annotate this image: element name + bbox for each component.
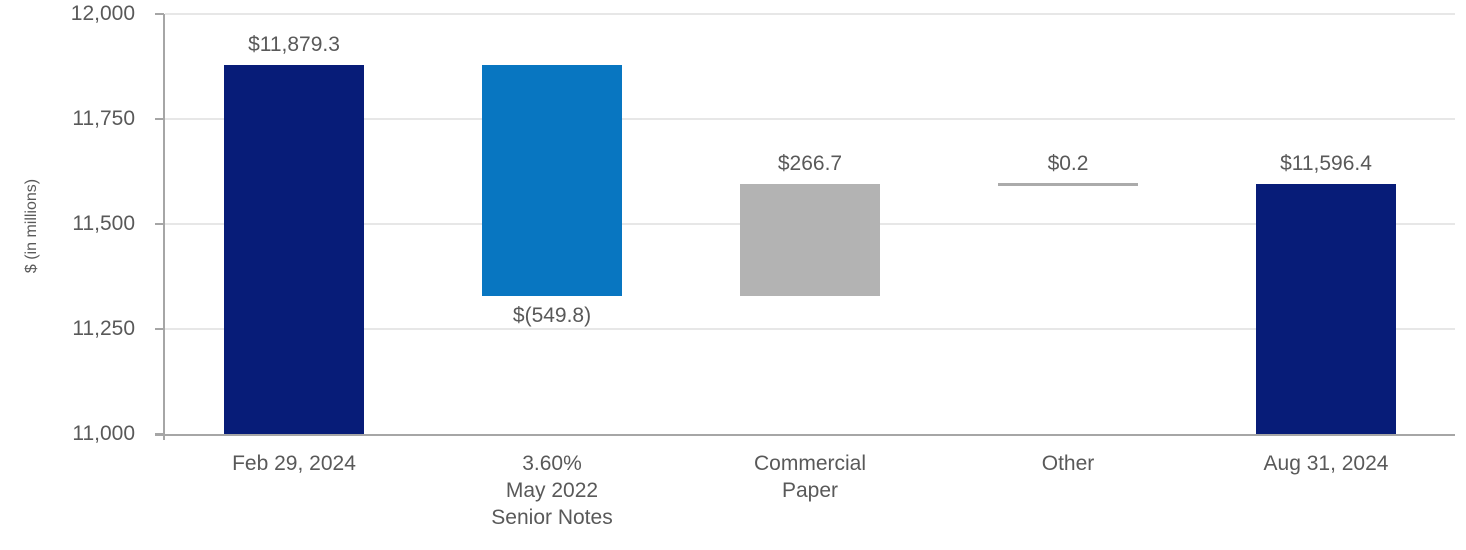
y-axis-tick (155, 13, 164, 15)
x-axis-label-aug-31-2024: Aug 31, 2024 (1197, 450, 1455, 477)
bar-commercial-paper (740, 183, 880, 296)
y-tick-label: 11,500 (72, 212, 135, 235)
grid-line (165, 328, 1455, 330)
value-label-other: $0.2 (1047, 151, 1089, 175)
x-axis-label-other: Other (939, 450, 1197, 477)
x-axis-line (155, 434, 1455, 436)
y-tick-label: 12,000 (70, 2, 135, 25)
y-axis-tick (155, 223, 164, 225)
x-axis-label-feb-29-2024: Feb 29, 2024 (165, 450, 423, 477)
value-label-aug-31-2024: $11,596.4 (1280, 151, 1372, 175)
x-axis-label-line: Other (1041, 452, 1095, 475)
x-axis-label-senior-notes: 3.60% May 2022 Senior Notes (423, 450, 681, 531)
bar-feb-29-2024 (224, 64, 364, 434)
y-axis-tick (155, 328, 164, 330)
x-axis-label-line: Senior Notes (491, 506, 613, 529)
y-axis-tick (155, 118, 164, 120)
value-label-senior-notes: $(549.8) (512, 303, 592, 327)
x-axis-label-line: Paper (781, 479, 839, 502)
y-tick-label: 11,000 (72, 422, 135, 445)
bar-aug-31-2024 (1256, 183, 1396, 434)
x-axis-label-line: May 2022 (505, 479, 599, 502)
value-label-commercial-paper: $266.7 (777, 151, 843, 175)
x-axis-label-line: 3.60% (522, 452, 582, 475)
value-label-feb-29-2024: $11,879.3 (248, 32, 340, 56)
grid-line (165, 13, 1455, 15)
y-tick-label: 11,250 (72, 317, 135, 340)
x-axis-label-commercial-paper: Commercial Paper (681, 450, 939, 504)
x-axis-label-line: Feb 29, 2024 (232, 452, 356, 475)
grid-line (165, 118, 1455, 120)
x-axis-label-line: Commercial (753, 452, 866, 475)
connector-line-other (998, 182, 1138, 186)
y-tick-label: 11,750 (72, 107, 135, 130)
bar-senior-notes (482, 64, 622, 296)
x-axis-label-line: Aug 31, 2024 (1263, 452, 1389, 475)
y-axis-line (163, 14, 165, 440)
